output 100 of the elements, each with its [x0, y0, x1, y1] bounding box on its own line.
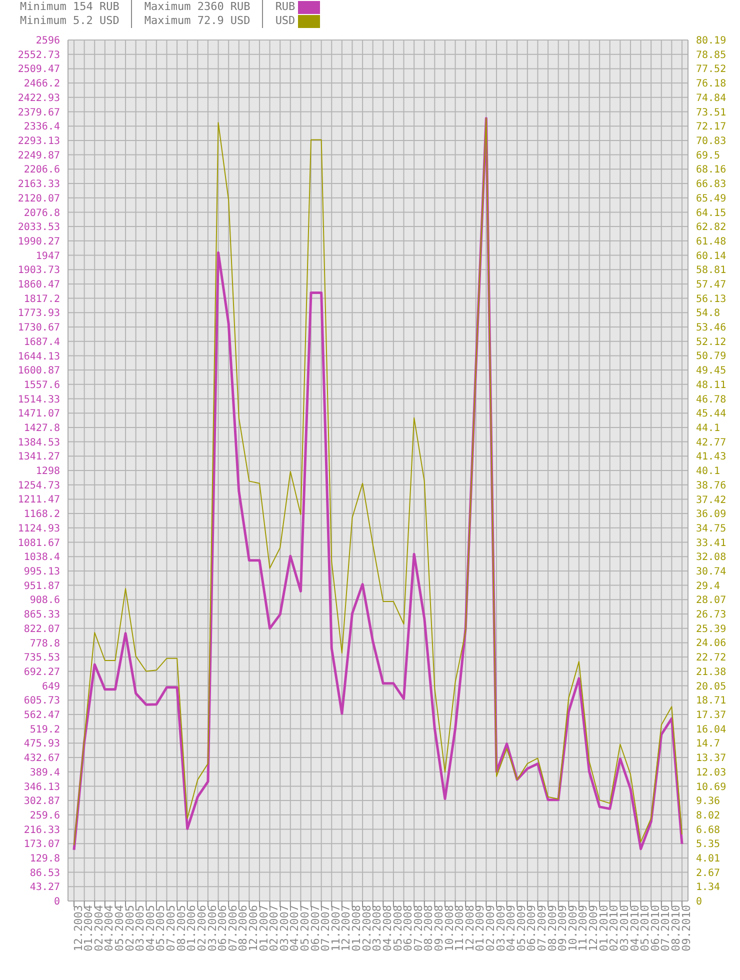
- y-tick-label: 2293.13: [18, 136, 60, 147]
- text: Maximum 2360 RUB: [144, 0, 250, 14]
- y-tick-label: 43.27: [30, 882, 60, 894]
- y-tick-label: 1687.4: [24, 336, 60, 348]
- y2-tick-label: 25.39: [696, 624, 726, 635]
- y2-tick-label: 29.4: [696, 580, 720, 592]
- y-tick-label: 1990.27: [18, 236, 60, 248]
- y2-tick-label: 21.38: [696, 666, 726, 678]
- y2-tick-label: 40.1: [696, 466, 720, 477]
- y-tick-label: 129.8: [30, 854, 60, 864]
- y-tick-label: 0: [54, 896, 60, 908]
- y-tick-label: 432.67: [24, 753, 60, 764]
- x-tick-label: 05.2008: [391, 905, 404, 952]
- y2-tick-label: 0: [696, 896, 702, 908]
- y2-tick-label: 33.41: [696, 538, 726, 549]
- y2-tick-label: 49.45: [696, 366, 726, 377]
- y-tick-label: 605.73: [24, 696, 60, 707]
- text: Minimum 5.2 USD: [20, 14, 120, 28]
- x-tick-label: 03.2006: [206, 905, 219, 952]
- y-tick-label: 519.2: [30, 724, 60, 736]
- y-tick-label: 173.07: [24, 839, 60, 850]
- y2-tick-label: 20.05: [696, 681, 726, 692]
- text: Minimum 154 RUB: [20, 0, 120, 14]
- y-tick-label: 389.4: [30, 767, 60, 778]
- y2-tick-label: 80.19: [696, 36, 726, 47]
- y-tick-label: 2206.6: [24, 164, 60, 176]
- y-tick-label: 1644.13: [18, 351, 60, 362]
- y-tick-label: 1817.2: [24, 294, 60, 305]
- y-tick-label: 2509.47: [18, 64, 60, 76]
- y-tick-label: 951.87: [24, 580, 60, 592]
- y2-tick-label: 30.74: [696, 566, 726, 578]
- y2-tick-label: 13.37: [696, 752, 726, 764]
- y2-tick-label: 48.11: [696, 380, 726, 391]
- y2-tick-label: 26.73: [696, 610, 726, 621]
- y-tick-label: 86.53: [30, 868, 60, 879]
- y-tick-label: 995.13: [24, 566, 60, 578]
- y2-tick-label: 50.79: [696, 351, 726, 362]
- x-tick-label: 01.2009: [474, 905, 487, 952]
- y2-tick-label: 68.16: [696, 164, 726, 176]
- x-tick-label: 06.2009: [525, 905, 538, 952]
- y-tick-label: 2336.4: [24, 122, 60, 133]
- y-tick-label: 302.87: [24, 796, 60, 808]
- y-tick-label: 1038.4: [24, 552, 60, 564]
- y2-tick-label: 78.85: [696, 50, 726, 61]
- y-tick-label: 259.6: [30, 810, 60, 822]
- y-tick-label: 1471.07: [18, 408, 60, 420]
- y2-tick-label: 36.09: [696, 509, 726, 520]
- y-tick-label: 865.33: [24, 610, 60, 621]
- y2-tick-label: 70.83: [696, 136, 726, 148]
- y2-tick-label: 1.34: [696, 882, 720, 894]
- y-tick-label: 735.53: [24, 652, 60, 664]
- y2-tick-label: 60.14: [696, 250, 726, 262]
- y-tick-label: 1730.67: [18, 322, 60, 334]
- y-tick-label: 1600.87: [18, 366, 60, 377]
- y2-tick-label: 66.83: [696, 178, 726, 190]
- x-tick-label: 04.2010: [628, 905, 642, 952]
- y-tick-label: 1557.6: [24, 380, 60, 391]
- y-tick-label: 1903.73: [18, 265, 60, 276]
- y-tick-label: 2422.93: [18, 92, 60, 104]
- y2-tick-label: 5.35: [696, 839, 720, 850]
- y-tick-label: 1427.8: [24, 423, 60, 434]
- y2-tick-label: 8.02: [696, 810, 720, 822]
- y-tick-label: 2249.87: [18, 150, 60, 162]
- x-tick-label: 04.2004: [102, 904, 116, 952]
- y-tick-label: 2379.67: [18, 107, 60, 118]
- y-tick-label: 2076.8: [24, 208, 60, 219]
- y2-tick-label: 52.12: [696, 336, 726, 348]
- y-tick-label: 649: [42, 681, 60, 692]
- y-tick-label: 692.27: [24, 666, 60, 678]
- y2-tick-label: 24.06: [696, 638, 726, 650]
- y-tick-label: 475.93: [24, 738, 60, 750]
- y2-tick-label: 45.44: [696, 408, 726, 420]
- y-tick-label: 778.8: [30, 638, 60, 650]
- y2-tick-label: 32.08: [696, 552, 726, 564]
- y2-tick-label: 2.67: [696, 868, 720, 879]
- y2-tick-label: 16.04: [696, 724, 726, 736]
- y2-tick-label: 41.43: [696, 452, 726, 463]
- y2-tick-label: 18.71: [696, 696, 726, 707]
- y2-tick-label: 64.15: [696, 208, 726, 219]
- x-tick-label: 07.2010: [659, 905, 672, 952]
- y-tick-label: 2596: [36, 36, 60, 47]
- y2-tick-label: 42.77: [696, 437, 726, 448]
- y2-tick-label: 62.82: [696, 222, 726, 234]
- y2-tick-label: 34.75: [696, 523, 726, 534]
- y2-tick-label: 73.51: [696, 107, 726, 118]
- x-tick-label: 01.2007: [257, 905, 270, 952]
- legend-label: USD: [275, 14, 296, 28]
- y-tick-label: 1254.73: [18, 480, 60, 492]
- y2-tick-label: 12.03: [696, 767, 726, 778]
- y2-tick-label: 65.49: [696, 193, 726, 204]
- y2-tick-label: 14.7: [696, 738, 720, 750]
- y-tick-label: 1341.27: [18, 452, 60, 463]
- y2-tick-label: 56.13: [696, 294, 726, 305]
- y2-tick-label: 61.48: [696, 236, 726, 248]
- y2-tick-label: 44.1: [696, 423, 720, 434]
- y-tick-label: 1081.67: [18, 538, 60, 549]
- legend-label: RUB: [275, 0, 296, 14]
- y2-tick-label: 38.76: [696, 480, 726, 492]
- y2-tick-label: 6.68: [696, 824, 720, 836]
- y2-tick-label: 28.07: [696, 595, 726, 606]
